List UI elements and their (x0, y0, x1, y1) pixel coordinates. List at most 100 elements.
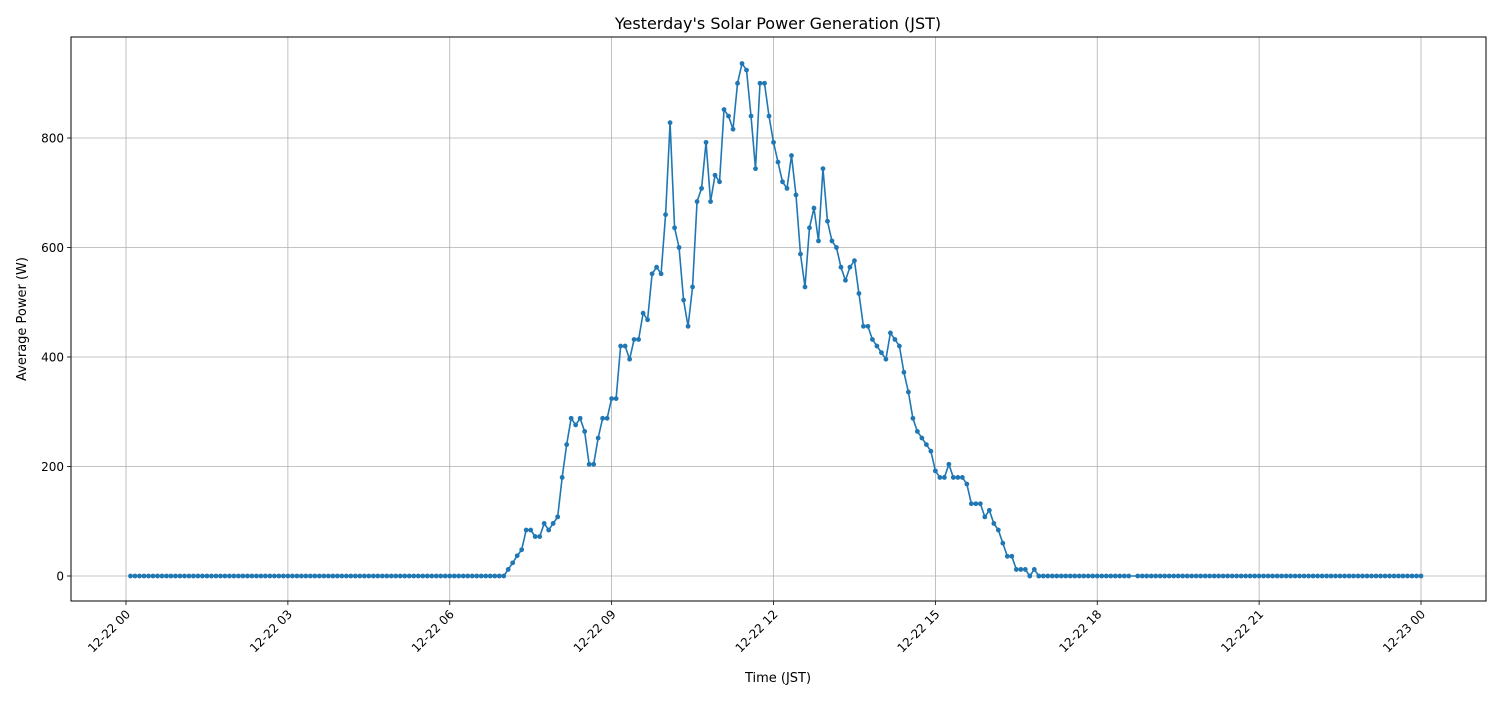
data-point-marker (501, 573, 507, 579)
data-point-marker (959, 475, 965, 480)
data-point-marker (191, 573, 196, 579)
data-point-marker (950, 475, 956, 480)
data-point-marker (523, 527, 529, 533)
data-point-marker (820, 166, 826, 172)
data-point-marker (1225, 573, 1231, 579)
data-point-marker (1036, 573, 1042, 579)
data-point-marker (986, 507, 992, 513)
data-point-marker (582, 429, 588, 434)
data-point-marker (807, 225, 812, 231)
data-point-marker (1148, 573, 1154, 579)
data-point-marker (1108, 573, 1114, 579)
data-point-marker (721, 107, 727, 112)
y-tick-label: 800 (41, 132, 64, 146)
data-point-marker (1081, 573, 1087, 579)
x-axis-label: Time (JST) (744, 671, 811, 686)
data-point-marker (604, 415, 610, 421)
data-point-marker (1274, 573, 1280, 579)
data-point-marker (334, 573, 340, 579)
data-point-marker (339, 573, 345, 579)
data-point-marker (1382, 573, 1388, 579)
data-point-marker (649, 271, 655, 277)
data-point-marker (528, 527, 534, 533)
data-point-marker (388, 573, 394, 579)
data-point-marker (442, 573, 448, 579)
data-point-marker (433, 573, 439, 579)
data-point-marker (177, 573, 183, 579)
data-point-marker (1000, 540, 1006, 546)
x-tick-label: 12-22 06 (409, 607, 457, 655)
data-point-marker (384, 573, 390, 579)
data-point-marker (397, 573, 403, 579)
data-point-marker (1004, 553, 1010, 559)
data-point-marker (600, 415, 606, 421)
data-point-marker (343, 573, 349, 579)
data-point-marker (420, 573, 426, 579)
data-point-marker (209, 573, 214, 579)
data-point-marker (654, 264, 659, 270)
data-point-marker (1139, 573, 1145, 579)
data-point-marker (429, 573, 435, 579)
data-point-marker (361, 573, 367, 579)
data-point-marker (568, 415, 574, 421)
data-point-marker (1234, 573, 1240, 579)
data-point-marker (1085, 573, 1091, 579)
data-point-marker (973, 501, 979, 507)
data-point-marker (487, 573, 493, 579)
data-point-marker (514, 553, 520, 559)
data-point-marker (964, 481, 970, 487)
data-point-marker (505, 567, 511, 572)
data-point-marker (955, 475, 961, 480)
data-point-marker (1009, 553, 1015, 559)
data-point-marker (1319, 573, 1325, 579)
data-point-marker (307, 573, 313, 579)
y-tick-label: 600 (41, 241, 64, 255)
data-point-marker (1261, 573, 1267, 579)
data-point-marker (316, 573, 322, 579)
data-point-marker (1306, 573, 1311, 579)
data-point-marker (1027, 573, 1033, 579)
x-tick-label: 12-22 00 (85, 607, 133, 655)
data-point-marker (699, 185, 704, 191)
data-point-marker (321, 573, 327, 579)
data-point-marker (406, 573, 412, 579)
data-point-marker (1378, 573, 1383, 579)
data-point-marker (393, 573, 399, 579)
data-point-marker (1333, 573, 1338, 579)
data-point-marker (411, 573, 417, 579)
data-point-marker (1189, 573, 1195, 579)
data-point-marker (456, 573, 462, 579)
data-point-marker (937, 475, 943, 480)
data-point-marker (267, 573, 273, 579)
data-point-marker (757, 80, 763, 86)
data-point-marker (510, 560, 516, 566)
data-point-marker (447, 573, 453, 579)
chart-title: Yesterday's Solar Power Generation (JST) (614, 14, 941, 33)
data-point-marker (838, 264, 844, 270)
data-point-marker (730, 126, 736, 132)
data-point-marker (1265, 573, 1271, 579)
data-point-marker (586, 461, 592, 467)
data-point-marker (262, 573, 268, 579)
data-point-marker (829, 238, 835, 244)
data-point-marker (946, 461, 952, 467)
data-point-marker (1387, 573, 1392, 579)
data-point-marker (559, 475, 565, 480)
data-point-marker (1198, 573, 1204, 579)
data-point-marker (254, 573, 259, 579)
data-point-marker (280, 573, 286, 579)
data-point-marker (748, 113, 754, 119)
data-point-marker (627, 356, 633, 362)
data-point-marker (555, 514, 561, 520)
data-point-marker (1315, 573, 1320, 579)
data-point-marker (1040, 573, 1046, 579)
data-point-marker (146, 573, 151, 579)
data-point-marker (1288, 573, 1293, 579)
data-point-marker (883, 356, 889, 362)
data-point-marker (460, 573, 466, 579)
y-tick-label: 200 (41, 460, 64, 474)
data-point-marker (1184, 573, 1190, 579)
data-point-marker (478, 573, 484, 579)
